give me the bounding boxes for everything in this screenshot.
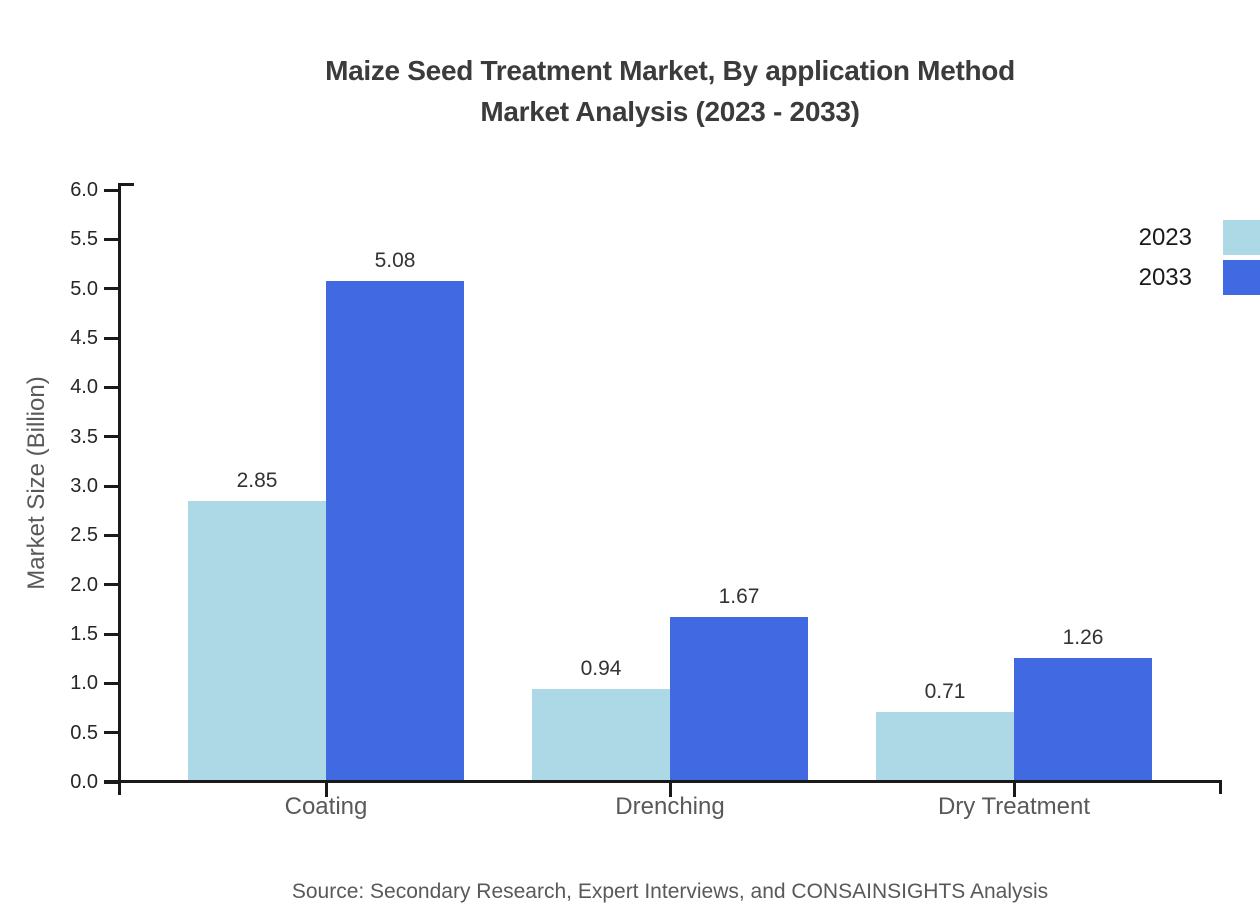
bar-2033-drenching [670, 617, 808, 782]
legend-swatch-2023 [1223, 220, 1260, 255]
y-tick-label: 0.0 [70, 771, 98, 793]
source-note: Source: Secondary Research, Expert Inter… [291, 880, 1049, 903]
y-tick-label: 4.0 [70, 376, 98, 399]
x-axis-line [104, 780, 1222, 783]
bar-2033-dry-treatment [1014, 657, 1152, 782]
legend-label-2033: 2033 [1138, 264, 1192, 291]
x-category-label-drenching: Drenching [615, 793, 725, 820]
x-category-label-coating: Coating [284, 793, 368, 820]
y-tick [104, 583, 120, 587]
y-tick-label: 5.5 [70, 228, 98, 251]
bar-value-2023-dry-treatment: 0.71 [924, 679, 966, 703]
bar-2023-drenching [532, 689, 670, 782]
y-tick [104, 533, 120, 537]
chart-title-line-1: Maize Seed Treatment Market, By applicat… [325, 55, 1015, 86]
y-axis-line [118, 183, 121, 795]
y-tick [104, 484, 120, 488]
x-tick-drenching [668, 782, 672, 797]
y-tick [104, 632, 120, 636]
bar-value-2023-drenching: 0.94 [580, 657, 622, 681]
y-tick [104, 681, 120, 685]
y-tick [104, 237, 120, 241]
y-tick-label: 3.0 [70, 475, 98, 497]
x-tick-coating [324, 782, 328, 797]
y-tick-label: 1.0 [70, 672, 98, 695]
bar-value-2033-coating: 5.08 [374, 248, 416, 272]
y-tick-label: 6.0 [70, 179, 98, 201]
chart-title-line-2: Market Analysis (2023 - 2033) [480, 96, 860, 127]
y-tick [104, 385, 120, 389]
x-category-label-dry-treatment: Dry Treatment [937, 793, 1091, 820]
bar-2023-dry-treatment [876, 711, 1014, 782]
bar-value-2033-dry-treatment: 1.26 [1062, 625, 1104, 649]
legend-label-2023: 2023 [1138, 224, 1192, 251]
y-tick [104, 731, 120, 735]
y-tick [104, 336, 120, 340]
y-tick [104, 435, 120, 439]
bar-2033-coating [326, 280, 464, 782]
legend-swatch-2033 [1223, 260, 1260, 295]
y-tick-label: 3.5 [70, 425, 98, 448]
y-tick-label: 0.5 [70, 721, 98, 744]
bar-value-2033-drenching: 1.67 [718, 585, 760, 609]
y-tick-label: 5.0 [70, 277, 98, 300]
y-tick [104, 287, 120, 291]
x-tick-dry-treatment [1012, 782, 1016, 797]
y-tick-label: 1.5 [70, 623, 98, 645]
y-tick-label: 2.5 [70, 524, 98, 547]
bar-2023-coating [188, 500, 326, 782]
y-axis-top-cap [118, 183, 134, 186]
y-tick-label: 4.5 [70, 327, 98, 349]
bar-value-2023-coating: 2.85 [236, 468, 278, 492]
y-tick [104, 188, 120, 192]
x-axis-end-cap [1219, 780, 1222, 794]
y-tick-label: 2.0 [70, 573, 98, 596]
chart-title: Maize Seed Treatment Market, By applicat… [120, 50, 1220, 132]
